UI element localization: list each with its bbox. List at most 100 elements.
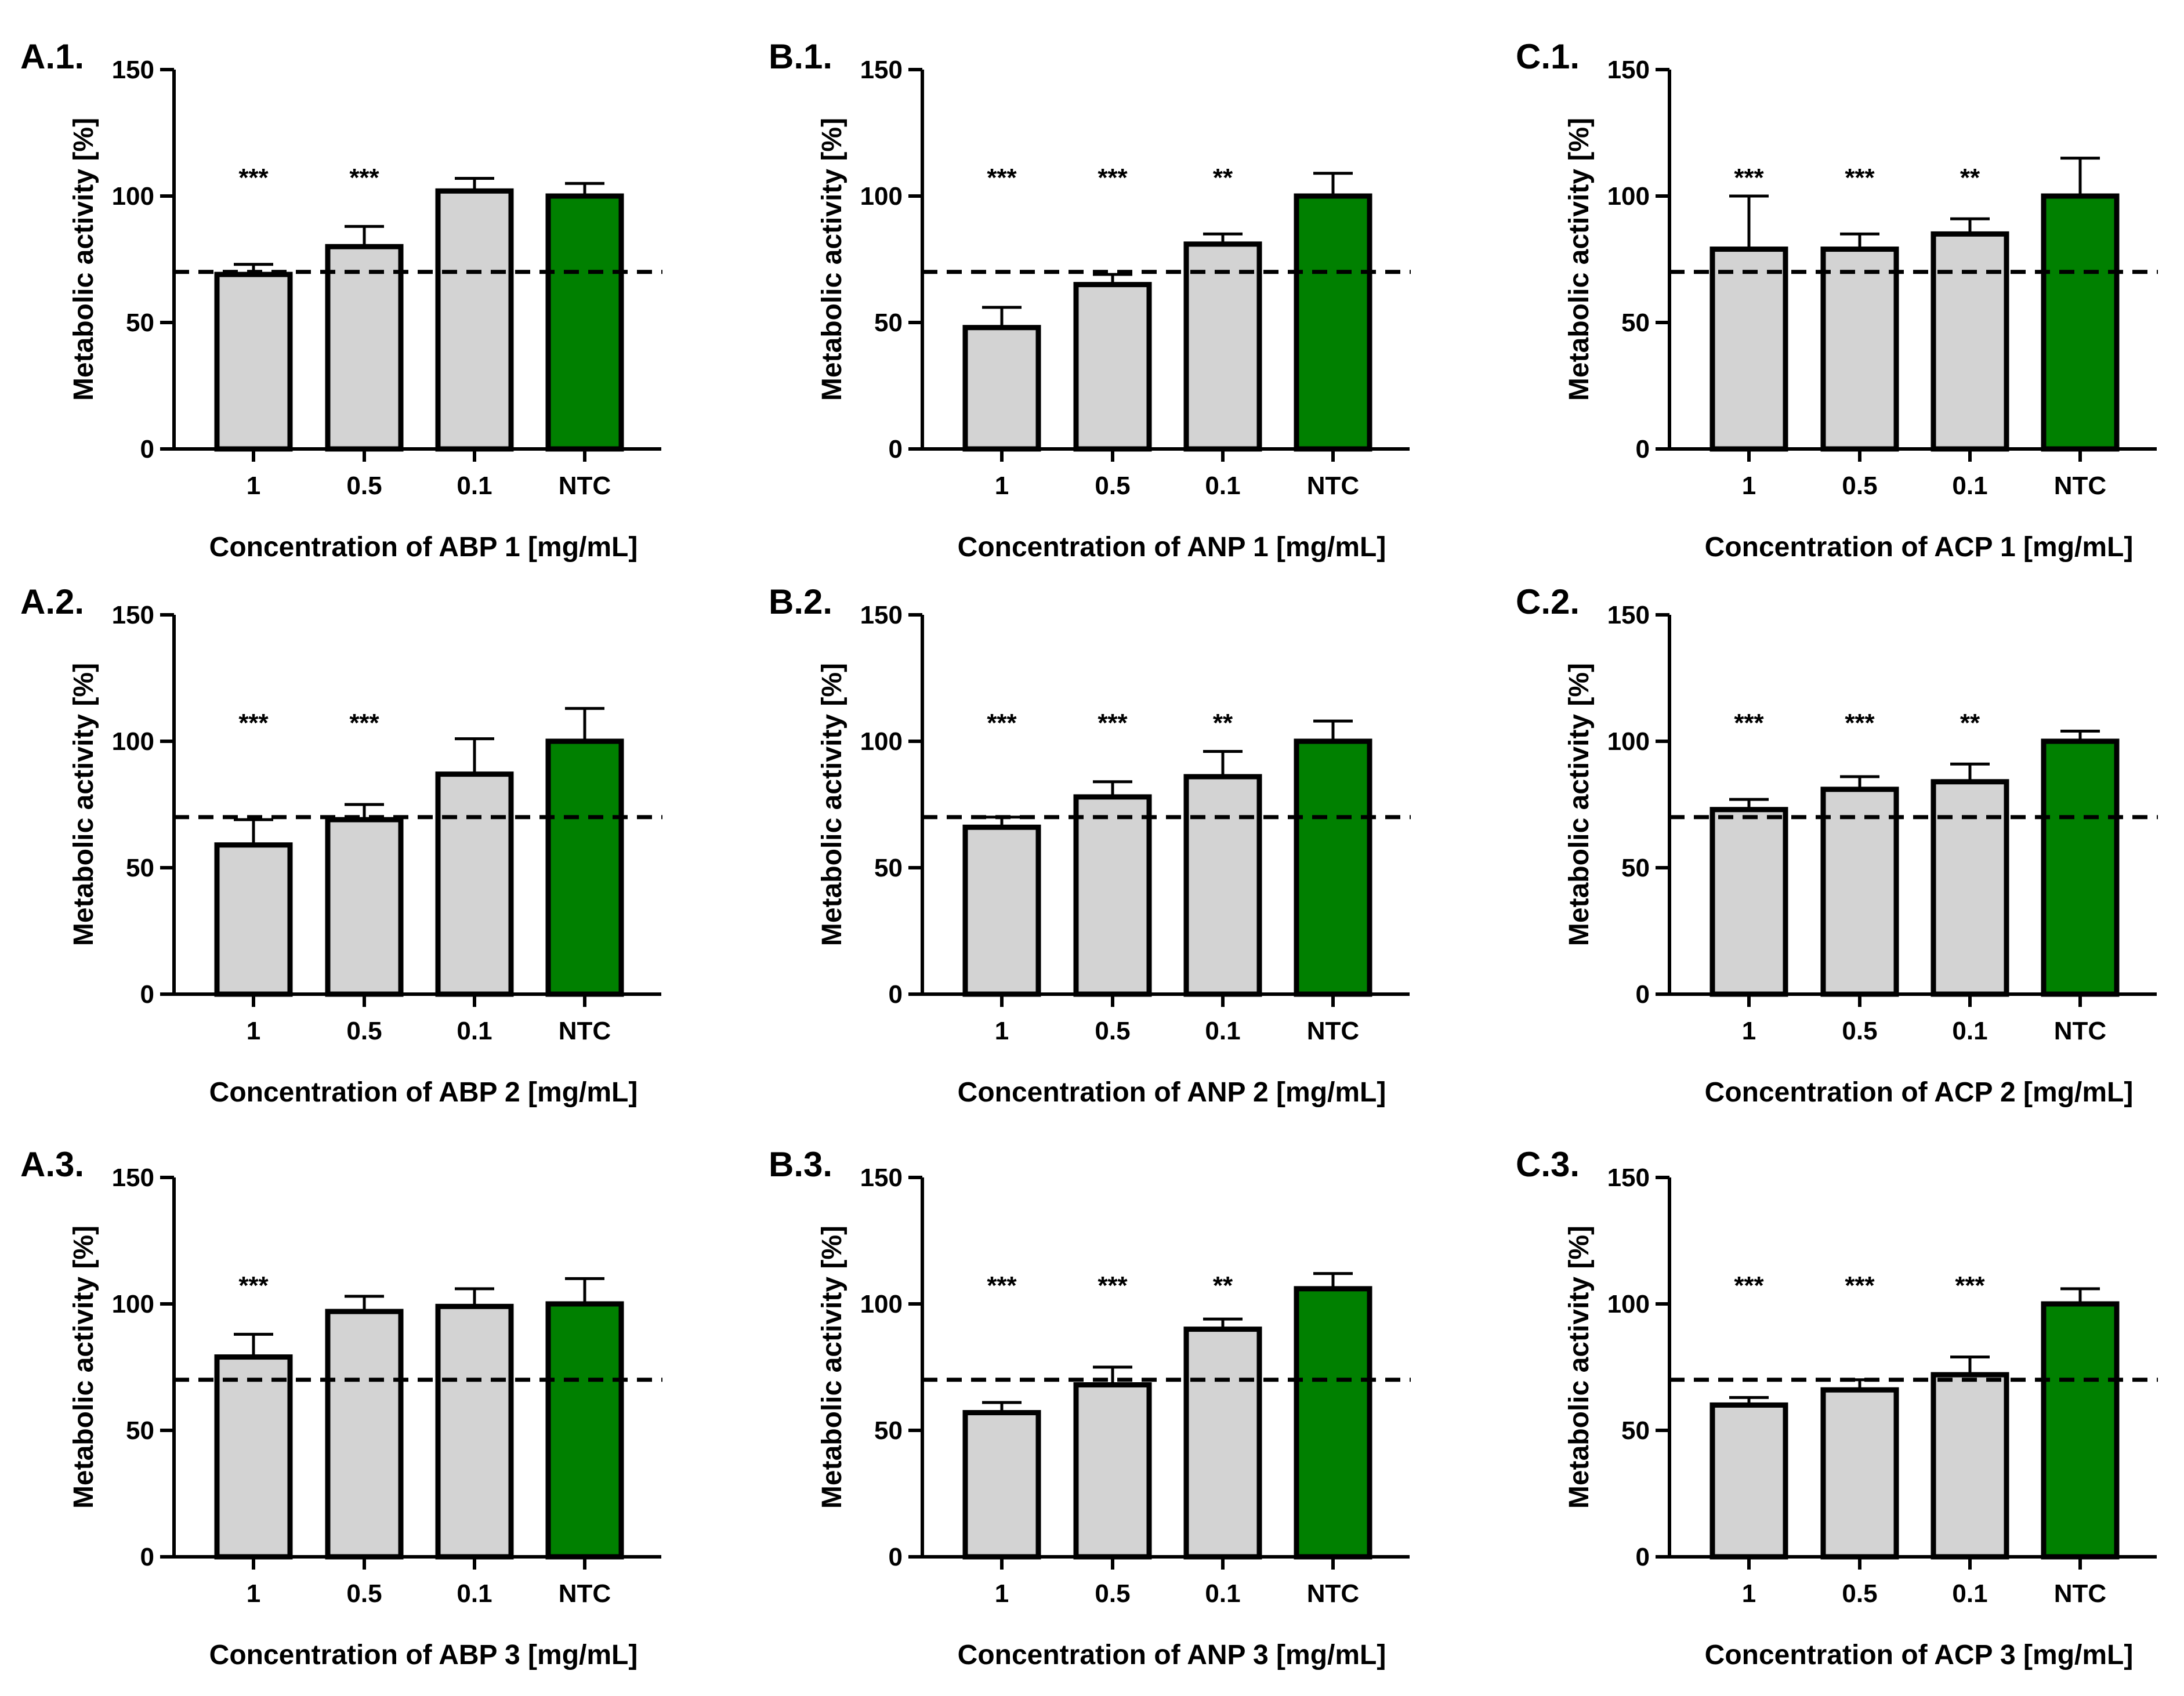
bar [435, 1303, 514, 1560]
bar [435, 771, 514, 997]
panel-b-3: B.3. 0 50 100 150 Metabolic activity [%] 1 *** 0… [769, 1145, 1411, 1670]
significance-marker: ** [1213, 709, 1233, 737]
x-tick-label: NTC [1307, 472, 1359, 500]
bar [962, 1409, 1041, 1560]
panel-label: C.1. [1516, 37, 1580, 76]
bar [1709, 807, 1788, 997]
significance-marker: *** [1845, 164, 1875, 192]
bar [214, 271, 293, 452]
significance-marker: *** [238, 164, 269, 192]
significance-marker: *** [987, 1271, 1017, 1300]
bar [1931, 779, 2009, 997]
significance-marker: *** [1734, 164, 1764, 192]
panel-b-2: B.2. 0 50 100 150 Metabolic activity [%] 1 *** 0… [769, 582, 1411, 1108]
bar [1073, 282, 1152, 452]
significance-marker: *** [349, 164, 379, 192]
y-tick-label: 0 [1636, 980, 1650, 1009]
y-tick-label: 50 [1621, 854, 1650, 882]
y-axis-title: Metabolic activity [%] [817, 118, 847, 401]
y-axis-title: Metabolic activity [%] [68, 1226, 99, 1509]
bar [1931, 1372, 2009, 1560]
x-tick-label: 0.1 [1205, 1017, 1240, 1045]
panel-a-3: A.3. 0 50 100 150 Metabolic activity [%] 1 *** 0… [20, 1145, 662, 1670]
bar-control [2041, 1301, 2120, 1560]
significance-marker: *** [238, 1271, 269, 1300]
significance-marker: *** [1845, 709, 1875, 737]
x-tick-label: 0.1 [1205, 1579, 1240, 1608]
y-tick-label: 150 [860, 56, 903, 84]
x-tick-label: NTC [1307, 1017, 1359, 1045]
significance-marker: *** [1098, 164, 1128, 192]
bar [1183, 774, 1262, 997]
y-tick-label: 100 [860, 727, 903, 756]
x-axis-title: Concentration of ANP 1 [mg/mL] [958, 532, 1386, 563]
y-tick-label: 100 [860, 1290, 903, 1318]
bar [962, 824, 1041, 997]
x-tick-label: NTC [2054, 472, 2106, 500]
x-tick-label: NTC [559, 1017, 611, 1045]
panel-label: A.3. [20, 1145, 84, 1184]
bar-control [2041, 738, 2120, 997]
x-axis-title: Concentration of ACP 2 [mg/mL] [1705, 1077, 2134, 1108]
bar-control [545, 738, 624, 997]
x-tick-label: 1 [247, 472, 260, 500]
y-axis-title: Metabolic activity [%] [1564, 118, 1595, 401]
x-tick-label: 0.1 [1952, 472, 1987, 500]
x-tick-label: 0.5 [346, 472, 382, 500]
y-tick-label: 150 [1607, 1164, 1650, 1192]
bar-control [2041, 193, 2120, 452]
bar [1820, 247, 1899, 452]
y-tick-label: 50 [1621, 309, 1650, 337]
significance-marker: *** [349, 709, 379, 737]
bar [214, 1354, 293, 1560]
y-tick-label: 150 [860, 601, 903, 629]
significance-marker: *** [987, 164, 1017, 192]
bar [1073, 794, 1152, 997]
y-tick-label: 0 [140, 1543, 154, 1571]
y-axis-title: Metabolic activity [%] [68, 663, 99, 946]
panel-label: C.2. [1516, 582, 1580, 621]
bar [435, 188, 514, 452]
significance-marker: *** [1734, 1271, 1764, 1300]
bar-control [545, 193, 624, 452]
significance-marker: ** [1960, 164, 1980, 192]
bar [325, 1309, 404, 1560]
significance-marker: *** [1734, 709, 1764, 737]
y-tick-label: 150 [1607, 601, 1650, 629]
x-tick-label: NTC [2054, 1017, 2106, 1045]
significance-marker: ** [1960, 709, 1980, 737]
y-tick-label: 0 [140, 980, 154, 1009]
y-tick-label: 100 [112, 727, 154, 756]
bar [325, 817, 404, 997]
bar [1820, 1387, 1899, 1560]
x-tick-label: 0.5 [346, 1579, 382, 1608]
x-tick-label: 0.5 [346, 1017, 382, 1045]
y-axis-title: Metabolic activity [%] [68, 118, 99, 401]
bar [1820, 787, 1899, 997]
x-tick-label: NTC [559, 1579, 611, 1608]
bar [1183, 1327, 1262, 1560]
y-tick-label: 0 [889, 980, 903, 1009]
panel-a-2: A.2. 0 50 100 150 Metabolic activity [%] 1 *** 0… [20, 582, 662, 1108]
bar [1931, 231, 2009, 452]
y-tick-label: 100 [1607, 1290, 1650, 1318]
panel-c-3: C.3. 0 50 100 150 Metabolic activity [%] 1 *** 0… [1516, 1145, 2158, 1670]
y-axis-title: Metabolic activity [%] [1564, 1226, 1595, 1509]
y-tick-label: 50 [1621, 1416, 1650, 1445]
bar [962, 325, 1041, 452]
x-tick-label: 0.1 [1952, 1017, 1987, 1045]
x-tick-label: 0.1 [457, 472, 492, 500]
y-tick-label: 0 [140, 435, 154, 463]
x-tick-label: NTC [2054, 1579, 2106, 1608]
x-tick-label: 1 [995, 1017, 1009, 1045]
significance-marker: ** [1213, 164, 1233, 192]
panel-a-1: A.1. 0 50 100 150 Metabolic activity [%] 1 *** 0… [20, 37, 662, 563]
y-tick-label: 0 [1636, 435, 1650, 463]
y-axis-title: Metabolic activity [%] [817, 663, 847, 946]
bar [1183, 241, 1262, 452]
y-tick-label: 50 [126, 309, 154, 337]
y-tick-label: 0 [1636, 1543, 1650, 1571]
y-tick-label: 150 [112, 56, 154, 84]
panel-label: A.1. [20, 37, 84, 76]
